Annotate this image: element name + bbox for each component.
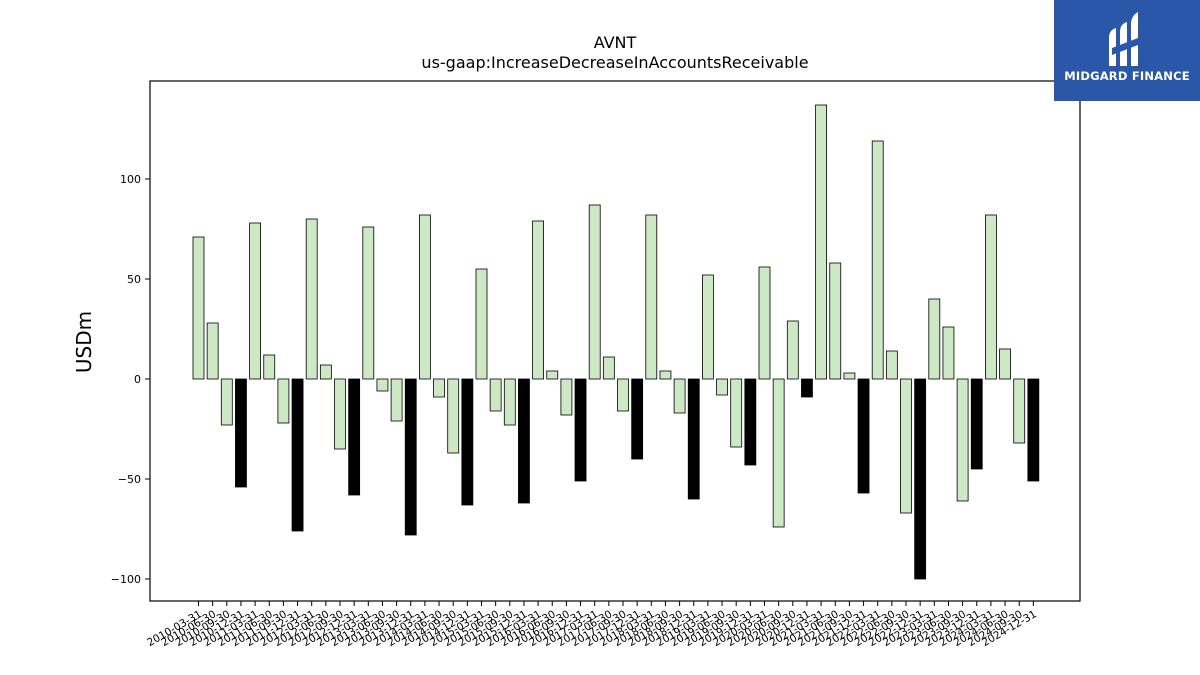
bar-2018-06-30 [659,370,672,380]
bar-2012-03-31 [305,218,318,380]
bar-2022-09-30 [900,378,912,514]
bar-2013-03-31 [362,226,375,380]
bar-2019-12-31 [744,378,757,466]
bar-2023-03-31 [928,298,941,380]
bar-2015-06-30 [489,378,502,412]
bar-2016-06-30 [546,370,559,380]
bar-2011-12-31 [291,378,304,532]
bar-2020-12-31 [801,378,813,398]
bar-2014-06-30 [433,378,445,398]
y-tick-label: −50 [118,473,141,486]
bar-2010-06-30 [206,322,219,380]
bar-2023-06-30 [942,326,955,380]
bar-2018-03-31 [645,214,658,380]
bar-2014-12-31 [461,378,474,506]
bar-2022-12-31 [914,378,927,580]
bar-2011-06-30 [263,354,276,380]
chart-subtitle: us-gaap:IncreaseDecreaseInAccountsReceiv… [421,53,808,72]
bar-2020-06-30 [772,378,785,528]
bar-2017-03-31 [588,204,601,380]
y-tick-label: −100 [111,573,141,586]
bar-2024-09-30 [1013,378,1026,444]
bar-2019-09-30 [730,378,743,448]
bar-2017-12-31 [631,378,644,460]
y-axis: −100 −50 0 50 100 [111,173,150,586]
bar-2024-12-31 [1027,378,1040,482]
bar-2021-12-31 [857,378,870,494]
bar-2012-12-31 [348,378,361,496]
bar-2021-03-31 [815,104,827,380]
bar-2018-12-31 [687,378,700,500]
x-axis: 2010-03-312010-06-302010-09-302010-12-31… [145,601,1039,649]
bar-2016-12-31 [574,378,587,482]
bar-2015-03-31 [475,268,488,380]
bar-2016-03-31 [532,220,544,380]
bar-2017-09-30 [617,378,629,412]
y-tick-label: 0 [134,373,141,386]
bar-2015-12-31 [518,378,530,504]
bar-2023-09-30 [956,378,969,502]
bar-2013-12-31 [404,378,417,536]
bar-2023-12-31 [970,378,983,470]
bar-2014-09-30 [447,378,460,454]
bar-2010-03-31 [192,236,205,380]
bar-2020-03-31 [758,266,771,380]
bar-2011-03-31 [249,222,262,380]
bar-2020-09-30 [786,320,799,380]
bars-layer [192,104,1040,580]
bar-2014-03-31 [418,214,431,380]
bar-2021-06-30 [829,262,842,380]
bar-2013-09-30 [390,378,403,422]
bar-2024-06-30 [999,348,1011,380]
bar-2021-09-30 [843,372,856,380]
brand-logo: MIDGARD FINANCE [1054,0,1200,101]
bar-2012-09-30 [334,378,346,450]
bar-2019-03-31 [702,274,714,380]
bar-2012-06-30 [319,364,332,380]
brand-name: MIDGARD FINANCE [1064,69,1190,83]
bar-2016-09-30 [560,378,573,416]
bar-2010-09-30 [220,378,233,426]
bar-2013-06-30 [376,378,389,392]
brand-logo-icon [1109,12,1138,66]
bar-2015-09-30 [503,378,516,426]
bar-2011-09-30 [277,378,290,424]
bar-2022-03-31 [871,140,884,380]
bar-2018-09-30 [673,378,686,414]
bar-2022-06-30 [885,350,898,380]
bar-2010-12-31 [235,378,247,488]
chart-title: AVNT [594,33,637,52]
bar-2017-06-30 [602,356,615,380]
plot-frame [149,80,1081,602]
y-tick-label: 100 [120,173,141,186]
y-tick-label: 50 [127,273,141,286]
bar-2024-03-31 [985,214,997,380]
bar-2019-06-30 [716,378,728,396]
y-axis-label: USDm [72,311,96,373]
